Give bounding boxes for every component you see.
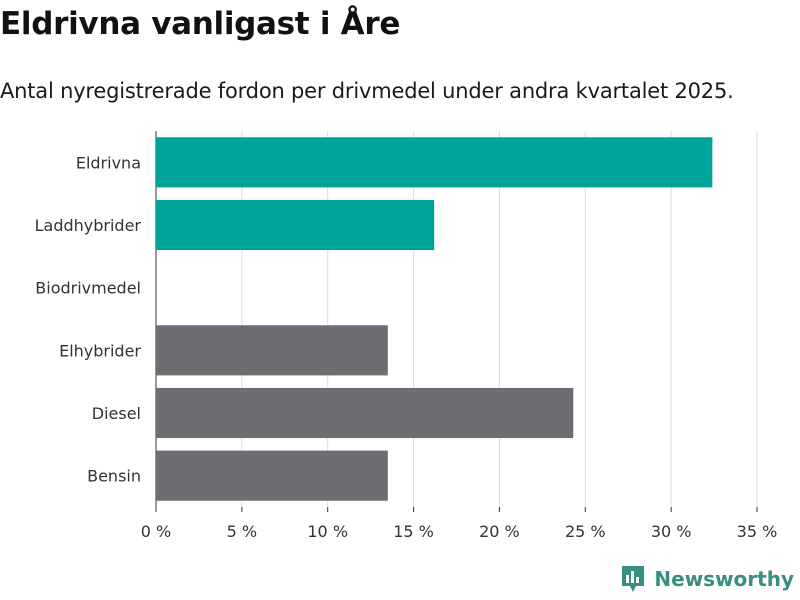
x-axis-ticks: 0 % 5 % 10 % 15 % 20 % 25 % 30 % 35 % <box>141 507 778 541</box>
bar-eldrivna <box>156 137 713 188</box>
x-tick-label: 0 % <box>141 522 171 541</box>
brand-logo: Newsworthy <box>620 564 794 594</box>
category-label: Elhybrider <box>59 341 141 360</box>
bar-chart-logo-icon <box>622 566 645 592</box>
bar-bensin <box>156 450 388 501</box>
x-tick-label: 15 % <box>393 522 434 541</box>
category-label: Bensin <box>87 467 141 486</box>
x-tick-label: 20 % <box>479 522 520 541</box>
category-label: Diesel <box>92 404 141 423</box>
bar-laddhybrider <box>156 199 435 251</box>
bar-diesel <box>156 387 574 439</box>
chart-subtitle: Antal nyregistrerade fordon per drivmede… <box>0 79 734 103</box>
category-labels: Eldrivna Laddhybrider Biodrivmedel Elhybrid… <box>35 153 142 485</box>
grid-lines <box>155 131 758 512</box>
category-label: Biodrivmedel <box>35 279 141 298</box>
bar-elhybrider <box>156 325 388 376</box>
x-tick-label: 10 % <box>307 522 348 541</box>
brand-name: Newsworthy <box>654 567 794 591</box>
chart-title: Eldrivna vanligast i Åre <box>0 6 401 42</box>
x-tick-label: 35 % <box>737 522 778 541</box>
x-tick-label: 30 % <box>651 522 692 541</box>
bars <box>156 137 713 501</box>
category-label: Laddhybrider <box>35 216 142 235</box>
category-label: Eldrivna <box>76 153 141 172</box>
x-tick-label: 5 % <box>227 522 257 541</box>
x-tick-label: 25 % <box>565 522 606 541</box>
